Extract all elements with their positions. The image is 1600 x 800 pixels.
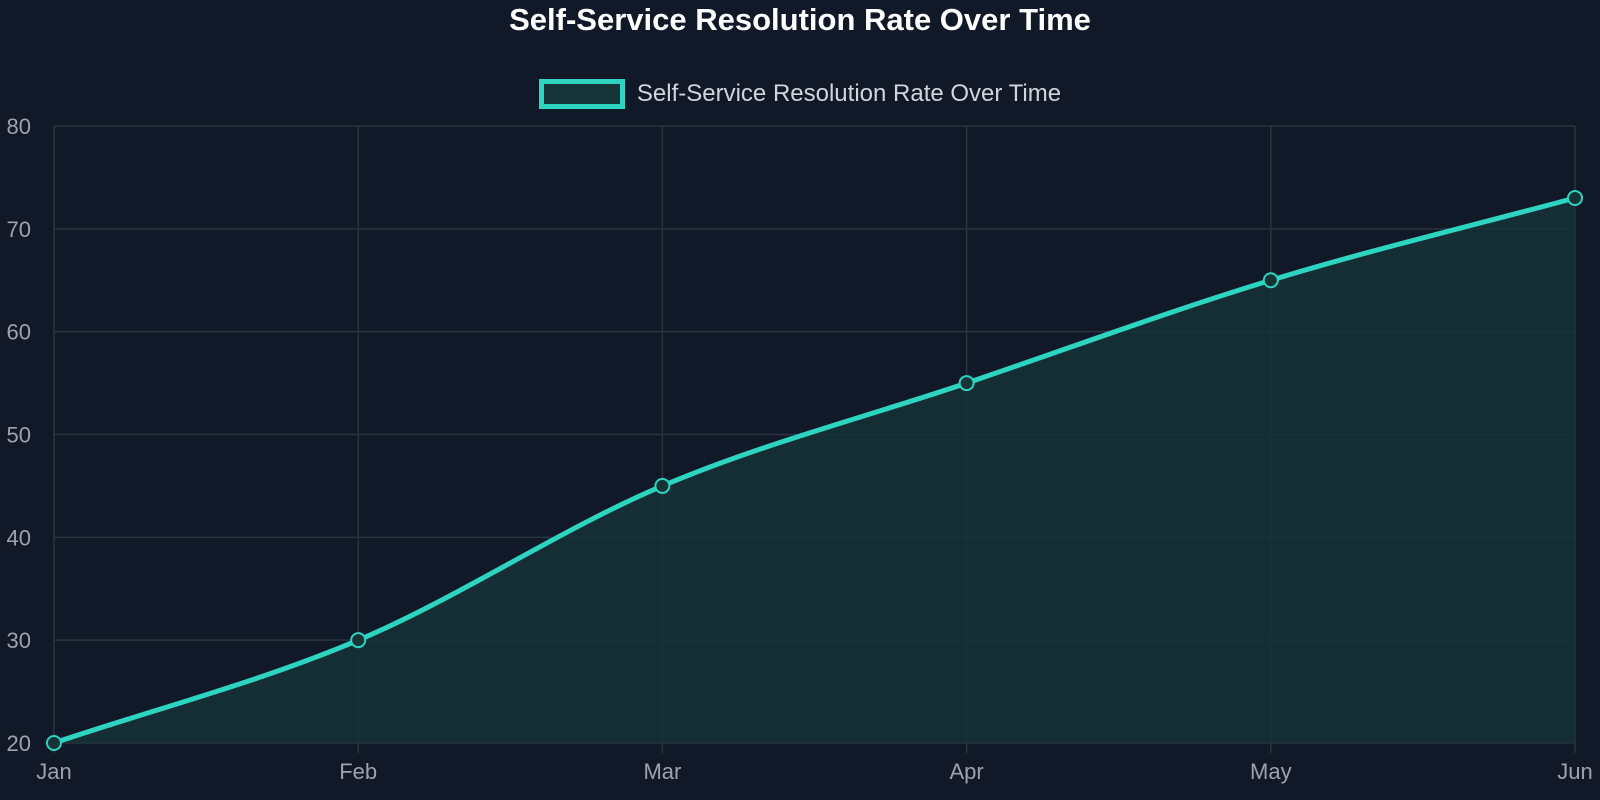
y-tick-label: 30: [7, 628, 31, 653]
y-tick-label: 50: [7, 423, 31, 448]
x-tick-label: Mar: [643, 759, 681, 784]
data-point[interactable]: [1567, 189, 1583, 206]
data-point[interactable]: [350, 632, 367, 649]
label-layer: 20 30 40 50 60 70 80 Jan Feb Mar Apr May Jun: [7, 114, 1593, 784]
data-point[interactable]: [46, 735, 62, 751]
y-tick-label: 60: [7, 320, 31, 345]
data-point[interactable]: [1262, 272, 1279, 289]
legend-swatch[interactable]: [538, 79, 625, 109]
x-tick-label: Apr: [949, 759, 983, 784]
y-tick-label: 80: [7, 114, 31, 139]
series-line: [51, 195, 1578, 746]
series-area: [54, 197, 1575, 743]
x-tick-label: Jun: [1557, 759, 1592, 784]
chart-title: Self-Service Resolution Rate Over Time: [509, 2, 1091, 37]
legend[interactable]: Self-Service Resolution Rate Over Time: [0, 78, 1600, 110]
y-tick-label: 20: [7, 731, 31, 756]
data-point[interactable]: [958, 375, 975, 392]
point-layer: [46, 189, 1583, 751]
y-tick-label: 40: [7, 525, 31, 550]
data-point[interactable]: [654, 477, 671, 494]
x-tick-label: May: [1250, 759, 1292, 784]
area-layer: [54, 197, 1575, 743]
legend-label[interactable]: Self-Service Resolution Rate Over Time: [636, 80, 1062, 107]
x-tick-label: Jan: [36, 759, 71, 784]
x-tick-label: Feb: [339, 759, 377, 784]
y-tick-label: 70: [7, 217, 31, 242]
line-layer: [51, 195, 1578, 746]
